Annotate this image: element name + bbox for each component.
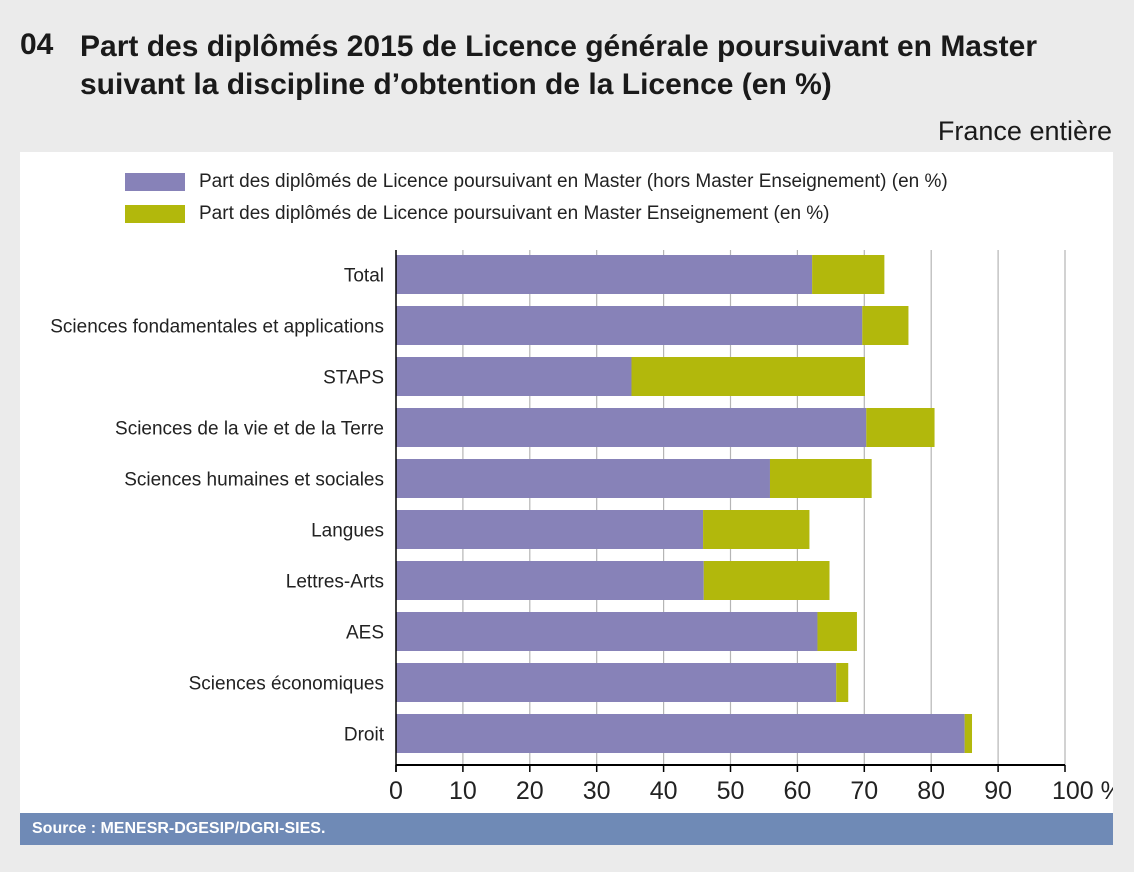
bar-enseignement [631, 357, 865, 396]
x-tick-label: 0 [389, 777, 403, 805]
chart-title: Part des diplômés 2015 de Licence généra… [80, 30, 1038, 101]
bar-master [396, 612, 818, 651]
x-tick-label: 70 [850, 777, 878, 805]
bar-enseignement [703, 561, 830, 600]
x-tick-label: 60 [783, 777, 811, 805]
legend-item-master: Part des diplômés de Licence poursuivant… [125, 166, 948, 198]
bar-master [396, 561, 704, 600]
bar-enseignement [703, 510, 810, 549]
x-tick-label: 10 [449, 777, 477, 805]
x-tick-label: 100 % [1052, 777, 1113, 805]
chart-scope: France entière [937, 116, 1112, 146]
x-tick-label: 50 [717, 777, 745, 805]
legend: Part des diplômés de Licence poursuivant… [125, 166, 948, 230]
x-tick-label: 90 [984, 777, 1012, 805]
category-label: Langues [311, 521, 384, 542]
bar-enseignement [862, 306, 909, 345]
category-label: Sciences économiques [189, 674, 384, 695]
bar-master [396, 408, 867, 447]
bar-master [396, 510, 704, 549]
bar-master [396, 714, 965, 753]
x-tick-label: 40 [650, 777, 678, 805]
bar-enseignement [964, 714, 973, 753]
x-tick-label: 30 [583, 777, 611, 805]
legend-swatch-enseignement [125, 205, 185, 223]
bar-enseignement [812, 255, 885, 294]
category-label: Sciences fondamentales et applications [50, 317, 384, 338]
chart-panel: Total Sciences fondamentales et applicati… [20, 152, 1113, 813]
bar-enseignement [866, 408, 935, 447]
bar-master [396, 357, 632, 396]
bar-chart: Total Sciences fondamentales et applicati… [50, 250, 1113, 805]
bar-enseignement [817, 612, 857, 651]
bar-enseignement [836, 663, 849, 702]
category-label: Droit [344, 725, 385, 746]
legend-swatch-master [125, 173, 185, 191]
x-tick-label: 20 [516, 777, 544, 805]
bar-master [396, 255, 813, 294]
source-note: Source : MENESR-DGESIP/DGRI-SIES. [20, 813, 1113, 845]
category-label: Sciences de la vie et de la Terre [115, 419, 384, 440]
legend-item-enseignement: Part des diplômés de Licence poursuivant… [125, 198, 948, 230]
category-label: Lettres-Arts [286, 572, 384, 593]
legend-label: Part des diplômés de Licence poursuivant… [199, 171, 948, 192]
bar-master [396, 663, 837, 702]
bar-master [396, 306, 863, 345]
category-label: AES [346, 623, 384, 644]
category-label: Sciences humaines et sociales [124, 470, 384, 491]
category-label: Total [344, 266, 384, 287]
legend-label: Part des diplômés de Licence poursuivant… [199, 203, 830, 224]
bar-enseignement [769, 459, 872, 498]
x-tick-label: 80 [917, 777, 945, 805]
bar-master [396, 459, 770, 498]
category-label: STAPS [323, 368, 384, 389]
figure-number: 04 [20, 28, 54, 61]
